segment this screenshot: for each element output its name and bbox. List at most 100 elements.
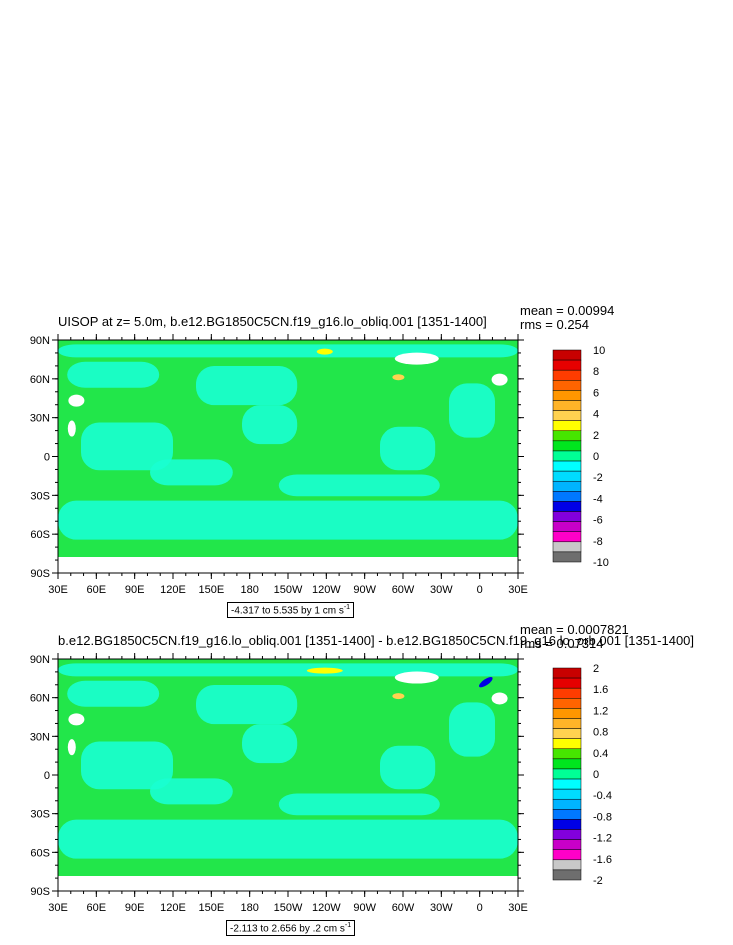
y-tick-label: 60N	[30, 693, 50, 705]
colorbar-label: -1.2	[593, 833, 612, 845]
anomaly-region	[392, 374, 405, 381]
cyan-region	[242, 405, 298, 445]
missing-region	[491, 692, 508, 705]
cyan-region	[58, 663, 518, 677]
x-tick-label: 60W	[392, 902, 415, 914]
y-tick-label: 30S	[30, 809, 50, 821]
x-tick-label: 120W	[312, 584, 341, 596]
cyan-region	[449, 702, 495, 757]
missing-region	[394, 352, 439, 365]
colorbar-label: -1.6	[593, 854, 612, 866]
y-tick-label: 90S	[30, 886, 50, 898]
colorbar-swatch	[552, 698, 582, 709]
missing-region	[394, 671, 439, 684]
anomaly-region	[306, 667, 343, 674]
colorbar-swatch	[552, 788, 582, 800]
colorbar-label: -0.4	[593, 790, 612, 802]
x-tick-label: 60E	[87, 902, 107, 914]
y-tick-label: 60S	[30, 529, 50, 541]
colorbar-label: 1.6	[593, 684, 608, 696]
colorbar-swatch	[552, 778, 582, 790]
y-tick-label: 30N	[30, 413, 50, 425]
contour-range-label: -2.113 to 2.656 by .2 cm s	[230, 923, 345, 935]
colorbar-swatch	[552, 849, 582, 861]
colorbar-swatch	[552, 708, 582, 719]
x-tick-label: 60E	[87, 584, 107, 596]
x-tick-label: 90W	[353, 584, 376, 596]
antarctica-mask	[58, 557, 518, 573]
map-plot: 30E 60E 90E 120E 150E 180 150W 120W 90W 60W 30W 0 30…	[30, 334, 609, 596]
colorbar-label: 2	[593, 663, 599, 675]
cyan-region	[196, 366, 298, 406]
x-tick-label: 90E	[125, 584, 145, 596]
colorbar-swatch	[552, 798, 582, 810]
colorbar-label: 0.4	[593, 748, 608, 760]
x-tick-label: 30W	[430, 902, 453, 914]
colorbar-label: 2	[593, 430, 599, 442]
missing-region	[67, 420, 76, 437]
cyan-region	[380, 745, 436, 790]
colorbar-swatch	[552, 829, 582, 840]
unit-exponent: -1	[343, 604, 351, 611]
plot-stats: mean = 0.00994 rms = 0.254	[520, 304, 614, 332]
y-tick-label: 30N	[30, 731, 50, 743]
x-tick-label: 180	[240, 584, 258, 596]
colorbar-swatch	[552, 687, 582, 699]
cyan-region	[67, 680, 160, 707]
missing-region	[67, 739, 76, 756]
rms-label: rms = 0.254	[520, 317, 590, 332]
x-tick-label: 150E	[198, 902, 224, 914]
colorbar-swatch	[552, 718, 582, 729]
x-tick-label: 30E	[508, 902, 528, 914]
y-tick-label: 90N	[30, 335, 50, 347]
colorbar-swatch	[552, 768, 582, 780]
cyan-region	[449, 383, 495, 438]
x-tick-label: 120W	[312, 902, 341, 914]
cyan-region	[242, 724, 298, 764]
colorbar-label: -2	[593, 875, 603, 887]
antarctica-mask	[58, 876, 518, 891]
colorbar-label: -4	[593, 493, 603, 505]
colorbar-label: 0	[593, 451, 599, 463]
x-tick-label: 150E	[198, 584, 224, 596]
colorbar-swatch	[552, 869, 582, 881]
contour-range-box: -4.317 to 5.535 by 1 cm s-1	[227, 602, 355, 619]
cyan-region	[150, 459, 233, 486]
missing-region	[68, 713, 85, 726]
colorbar-swatch	[552, 551, 582, 563]
x-tick-label: 30E	[508, 584, 528, 596]
contour-range-label: -4.317 to 5.535 by 1 cm s	[231, 605, 344, 617]
plot-title: UISOP at z= 5.0m, b.e12.BG1850C5CN.f19_g…	[58, 314, 487, 329]
x-tick-label: 60W	[392, 584, 415, 596]
colorbar-label: -6	[593, 515, 603, 527]
y-tick-label: 60S	[30, 847, 50, 859]
y-tick-label: 90N	[30, 654, 50, 666]
colorbar-swatch	[552, 728, 582, 739]
x-tick-label: 30E	[48, 584, 68, 596]
plot-stats: mean = 0.0007821 rms = 0.07314	[520, 623, 629, 651]
cyan-region	[278, 474, 440, 497]
y-tick-label: 30S	[30, 490, 50, 502]
colorbar-label: 8	[593, 366, 599, 378]
colorbar-swatch	[552, 839, 582, 850]
colorbar-swatch	[552, 667, 582, 679]
contour-range-box: -2.113 to 2.656 by .2 cm s-1	[226, 920, 356, 937]
cyan-region	[81, 741, 173, 790]
anomaly-region	[479, 676, 493, 688]
colorbar-swatch	[552, 758, 582, 770]
x-tick-label: 30W	[430, 584, 453, 596]
colorbar-label: -2	[593, 472, 603, 484]
x-tick-label: 30E	[48, 902, 68, 914]
cyan-region	[278, 793, 440, 816]
cyan-region	[150, 778, 233, 805]
missing-region	[68, 394, 85, 407]
unit-exponent: -1	[344, 922, 352, 929]
x-tick-label: 150W	[274, 584, 303, 596]
anomaly-region	[316, 348, 333, 355]
x-tick-label: 120E	[160, 584, 186, 596]
plot-title: b.e12.BG1850C5CN.f19_g16.lo_obliq.001 [1…	[58, 633, 695, 648]
panel-top: UISOP at z= 5.0m, b.e12.BG1850C5CN.f19_g…	[30, 304, 614, 619]
colorbar-swatch	[552, 819, 582, 830]
